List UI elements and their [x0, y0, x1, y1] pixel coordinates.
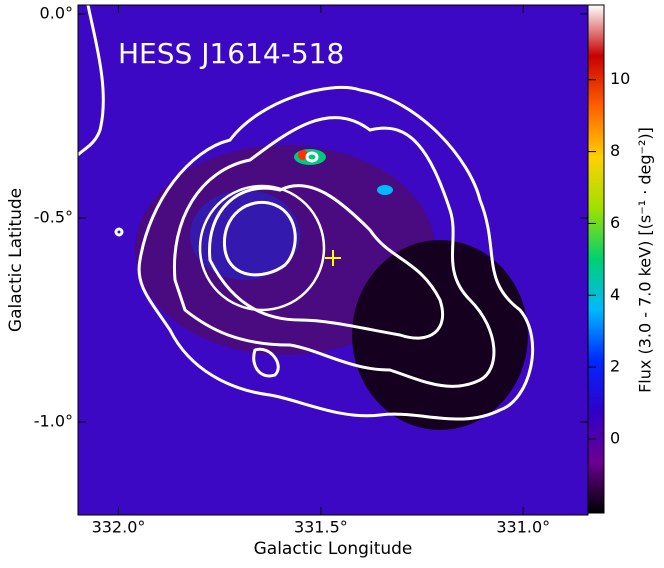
colorbar-tick-label: 0 — [610, 428, 620, 447]
emission-region — [352, 240, 528, 430]
y-axis-label: Galactic Latitude — [6, 188, 26, 332]
annotation: HESS J1614-518 — [118, 37, 344, 70]
x-tick-label: 331.0° — [496, 518, 550, 537]
source-position — [325, 250, 341, 266]
x-tick-label: 332.0° — [92, 518, 146, 537]
y-tick-label: 0.0° — [40, 3, 73, 22]
colorbar-tick-label: 8 — [610, 141, 620, 160]
x-axis-label: Galactic Longitude — [254, 539, 413, 559]
x-tick-label: 331.5° — [294, 518, 348, 537]
colorbar-tick-label: 4 — [610, 285, 620, 304]
hotspot — [298, 150, 308, 160]
source-region — [198, 184, 326, 312]
colorbar-label: Flux (3.0 - 7.0 keV) [(s⁻¹ · deg⁻²)] — [636, 127, 655, 393]
colorbar-tick-label: 6 — [610, 213, 620, 232]
colorbar-tick-label: 10 — [610, 69, 630, 88]
contours — [78, 5, 535, 421]
colorbar — [587, 4, 605, 514]
emission-region — [190, 190, 300, 280]
hotspot — [377, 185, 393, 195]
colorbar-tick-label: 2 — [610, 357, 620, 376]
sky-map — [78, 5, 535, 430]
y-tick-label: -1.0° — [34, 411, 73, 430]
y-tick-label: -0.5° — [34, 207, 73, 226]
